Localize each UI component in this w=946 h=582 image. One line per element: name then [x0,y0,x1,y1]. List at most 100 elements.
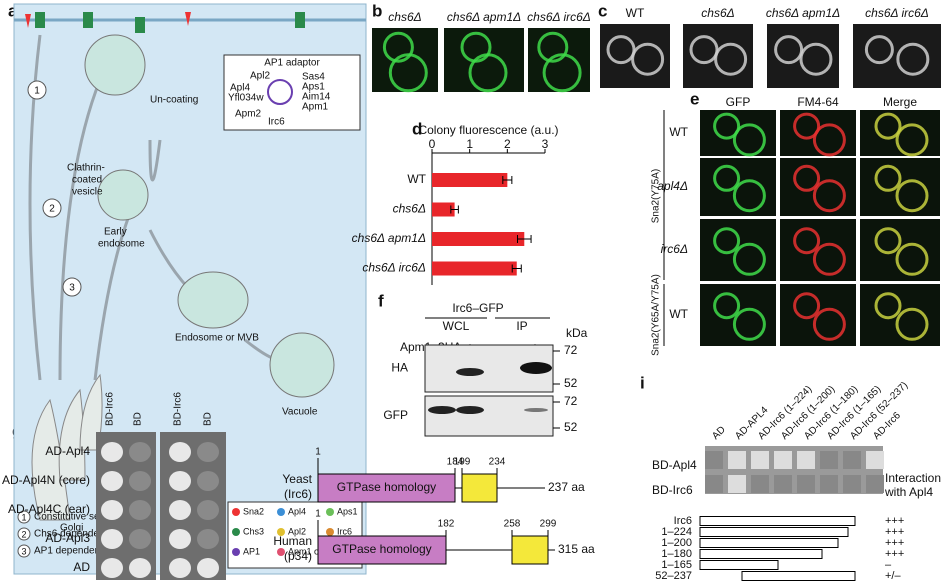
label: Aps1 [337,506,358,516]
label: +++ [885,526,904,538]
y-tick-label: WT [407,172,426,186]
label: 182 [438,519,455,530]
shape [606,35,636,65]
shape [31,398,71,521]
label: +++ [885,515,904,527]
shape [28,34,42,381]
shape [895,307,929,341]
label: 52 [564,376,578,390]
label: AP1 [243,546,260,556]
panel-label: b [372,1,382,20]
shape [689,35,719,65]
label: irc6Δ [661,242,688,256]
label: coated [72,175,102,186]
label: Aim14 [302,92,331,103]
shape [129,471,151,491]
label: GTPase homology [337,480,436,494]
error-bar [450,205,459,214]
shape [456,406,484,414]
chart-title: Colony fluorescence (a.u.) [418,123,558,137]
label: AD [73,560,90,574]
shape [101,442,123,462]
label: with Apl4 [884,485,933,499]
label: Chs6 dependent pathway [34,529,147,540]
label: AP1 dependent pathway [34,546,143,557]
label: 1–165 [661,559,692,571]
label: Apl2 [250,71,270,82]
label: Golgi [60,523,83,534]
label: Apm2 [235,109,262,120]
panel-label: e [690,89,699,108]
label: 1 [34,86,40,97]
shape [812,242,846,276]
label: IP [516,319,527,333]
shape [874,227,902,255]
shape [520,362,552,374]
shape [774,35,804,65]
shape [699,560,779,570]
shape [732,242,766,276]
label: Sna2(Y75A) [651,169,662,223]
label: (p34) [284,549,312,563]
shape [101,500,123,520]
shape [169,529,191,549]
shape [713,227,741,255]
shape [874,292,902,320]
shape [699,527,849,537]
label: WT [669,307,688,321]
label: Irc6 [674,515,692,527]
bar [432,232,525,246]
shape [58,79,102,381]
label: BD [133,412,144,426]
label: Sna2 [243,506,264,516]
shape [129,558,151,578]
label: 237 aa [548,480,585,494]
shape [424,395,554,437]
label: GTPase homology [332,542,431,556]
label: chs6Δ [388,10,421,24]
shape [774,451,792,469]
shape [820,475,838,493]
shape [793,112,821,140]
error-bar [517,235,532,243]
shape [774,475,792,493]
label: GFP [383,408,408,422]
label: Interaction [885,471,941,485]
label: 258 [504,519,521,530]
x-tick-label: 3 [542,137,549,151]
shape [600,24,670,88]
label: Irc6 [268,117,285,128]
shape [705,451,723,469]
label: Apm1 [302,102,329,113]
label: GFP [726,95,751,109]
shape [17,510,31,524]
shape [382,31,414,63]
shape [631,42,665,76]
label: +++ [885,548,904,560]
shape [713,292,741,320]
label: chs6Δ irc6Δ [527,10,591,24]
label: Apl4 [288,506,306,516]
label: kDa [566,326,588,340]
shape [468,53,508,93]
shape [461,473,498,503]
label: Apl4 [230,83,250,94]
shape [864,35,894,65]
shape [232,508,240,516]
label: Early [104,227,127,238]
shape [169,471,191,491]
shape [511,535,549,565]
shape [97,169,149,221]
shape [101,471,123,491]
shape [197,558,219,578]
shape [27,80,47,100]
label: 1–180 [661,548,692,560]
shape [797,451,815,469]
shape [129,500,151,520]
label: 72 [564,343,578,357]
shape [812,123,846,157]
x-tick-label: 0 [429,137,436,151]
label: BD [203,412,214,426]
shape [17,527,31,541]
